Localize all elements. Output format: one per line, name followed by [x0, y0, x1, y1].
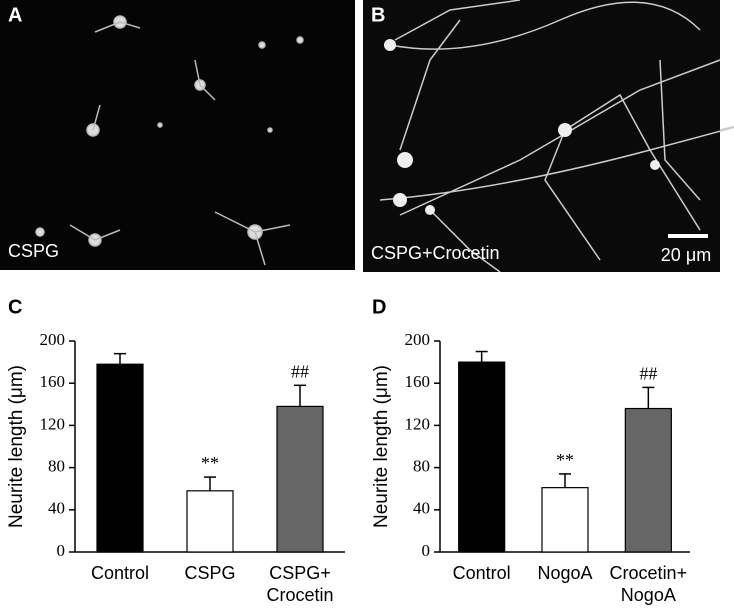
bar	[186, 490, 234, 553]
y-tick-label: 200	[40, 330, 66, 349]
y-axis-label: Neurite length (μm)	[371, 365, 392, 528]
panel-letter: B	[371, 4, 385, 26]
panel-letter: A	[8, 4, 22, 26]
significance-mark: ##	[639, 364, 657, 384]
significance-mark: ##	[291, 361, 309, 381]
y-tick-label: 120	[40, 414, 66, 433]
y-tick-label: 160	[40, 372, 66, 391]
y-tick-label: 200	[405, 330, 431, 349]
x-tick-label: CSPG+ Crocetin	[266, 563, 333, 605]
x-tick-label: Control	[453, 563, 511, 583]
x-tick-label: CSPG	[184, 563, 235, 583]
micrograph-a	[0, 0, 355, 270]
neurites-b	[379, 0, 734, 273]
y-tick-label: 0	[57, 541, 66, 560]
bar	[458, 361, 506, 553]
bar	[276, 405, 324, 553]
y-tick-label: 80	[48, 457, 65, 476]
caption: CSPG	[8, 241, 59, 261]
bar	[96, 363, 144, 553]
y-tick-label: 40	[413, 499, 430, 518]
y-tick-label: 120	[405, 414, 431, 433]
significance-mark: **	[201, 453, 219, 473]
bar	[541, 487, 589, 553]
x-tick-label: NogoA	[537, 563, 592, 583]
panel-letter: C	[8, 296, 22, 318]
x-tick-label: Control	[91, 563, 149, 583]
cells-a	[35, 15, 304, 266]
somas-b	[384, 39, 660, 215]
scale-bar-label: 20 μm	[661, 245, 711, 265]
bar	[624, 407, 672, 553]
y-tick-label: 160	[405, 372, 431, 391]
caption: CSPG+Crocetin	[371, 243, 500, 263]
y-tick-label: 40	[48, 499, 65, 518]
y-axis-label: Neurite length (μm)	[6, 365, 27, 528]
significance-mark: **	[556, 450, 574, 470]
y-tick-label: 0	[422, 541, 431, 560]
micrograph-b	[363, 0, 720, 272]
x-tick-label: Crocetin+ NogoA	[610, 563, 688, 605]
y-tick-label: 80	[413, 457, 430, 476]
panel-letter: D	[372, 296, 386, 318]
